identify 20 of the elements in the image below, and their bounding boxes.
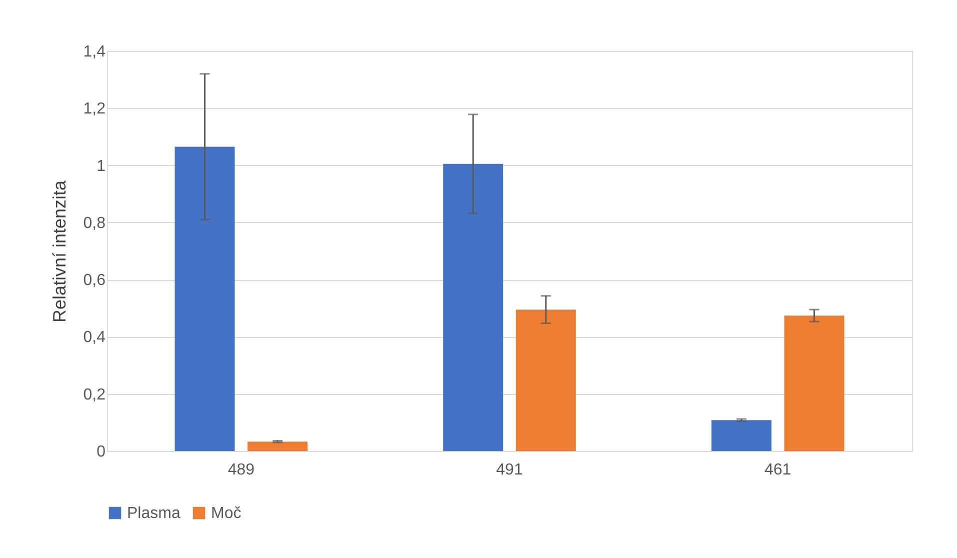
bar [248,442,308,451]
bar [174,146,235,451]
y-tick-label: 1,2 [83,100,106,118]
x-tick-label: 489 [228,462,255,478]
bar [443,164,504,451]
legend-label: Plasma [127,505,180,522]
x-tick-label: 461 [764,462,792,478]
y-tick-label: 0,8 [83,214,106,232]
x-tick-label: 491 [496,462,523,478]
bar [784,316,844,451]
y-axis-title: Relativní intenzita [49,179,70,323]
y-tick-label: 0 [96,444,106,460]
y-tick-label: 0,2 [83,386,106,404]
y-tick-label: 1,4 [83,44,106,60]
bar [516,310,576,451]
y-tick-label: 0,6 [83,272,106,290]
y-tick-label: 0,4 [83,329,106,346]
bar [711,420,772,451]
legend-label: Moč [211,505,242,522]
y-tick-label: 1 [96,158,106,175]
